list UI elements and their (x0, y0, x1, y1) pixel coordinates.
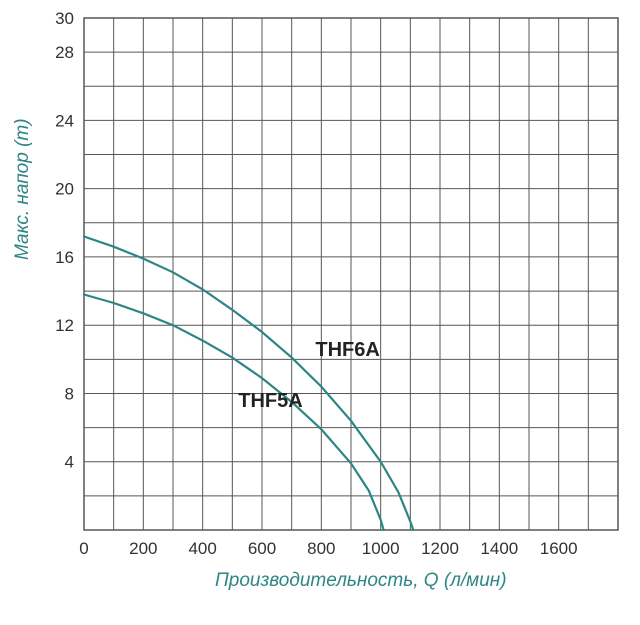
x-tick-label: 600 (248, 539, 276, 558)
pump-curve-chart: 0 200 400 600 800 1000 1200 1400 1600 4 8 12 16 20 24 2… (0, 0, 640, 625)
x-tick-label: 1400 (480, 539, 518, 558)
x-tick-label: 1000 (362, 539, 400, 558)
y-tick-label: 4 (65, 453, 74, 472)
y-tick-label: 30 (55, 9, 74, 28)
series-label-THF5A: THF5A (238, 390, 302, 412)
y-tick-label: 20 (55, 180, 74, 199)
series-THF6A (84, 237, 413, 531)
y-tick-label: 28 (55, 43, 74, 62)
series-THF5A (84, 295, 384, 531)
y-tick-label: 12 (55, 316, 74, 335)
x-tick-label: 0 (79, 539, 88, 558)
x-tick-label: 200 (129, 539, 157, 558)
x-tick-label: 1600 (540, 539, 578, 558)
x-tick-label: 400 (188, 539, 216, 558)
x-tick-label: 1200 (421, 539, 459, 558)
series-label-THF6A: THF6A (315, 339, 379, 361)
y-tick-label: 24 (55, 111, 74, 130)
y-tick-label: 16 (55, 248, 74, 267)
x-tick-label: 800 (307, 539, 335, 558)
y-tick-label: 8 (65, 384, 74, 403)
